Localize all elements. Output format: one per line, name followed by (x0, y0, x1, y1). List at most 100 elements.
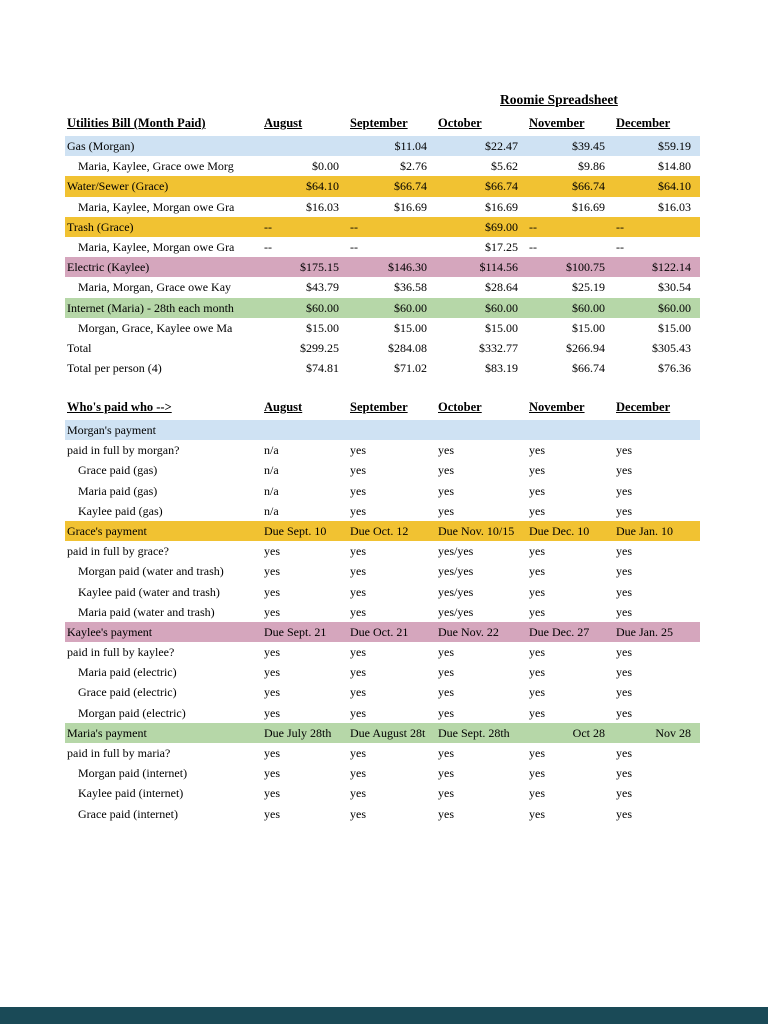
cell-value: $332.77 (479, 340, 518, 355)
table-row: Kaylee paid (gas) n/a yes yes yes yes (65, 501, 700, 521)
cell-value: $64.10 (306, 179, 339, 194)
cell-value: n/a (264, 483, 279, 498)
row-label: Grace paid (electric) (78, 685, 177, 700)
row-label: Electric (Kaylee) (67, 260, 150, 275)
table-row: paid in full by morgan? n/a yes yes yes yes (65, 440, 700, 460)
table-row: paid in full by kaylee? yes yes yes yes yes (65, 642, 700, 662)
cell-value: -- (350, 219, 358, 234)
cell-value: yes (350, 483, 366, 498)
cell-value: -- (616, 239, 624, 254)
month-header-november: November (529, 116, 585, 130)
cell-value: yes (529, 766, 545, 781)
row-label: Grace paid (gas) (78, 463, 158, 478)
cell-value: yes (350, 584, 366, 599)
cell-value: $146.30 (388, 260, 427, 275)
cell-value: $66.74 (394, 179, 427, 194)
cell-value: yes (616, 786, 632, 801)
cell-value: yes (529, 746, 545, 760)
row-label: Maria, Morgan, Grace owe Kay (78, 280, 232, 295)
row-label: Trash (Grace) (67, 219, 134, 234)
cell-value: yes (616, 806, 632, 821)
cell-value: yes (438, 483, 454, 498)
cell-value: $17.25 (485, 239, 518, 254)
row-label: Water/Sewer (Grace) (67, 179, 169, 194)
cell-value: yes (350, 645, 366, 660)
cell-value: yes (529, 604, 545, 619)
month-header-august: August (264, 400, 303, 414)
cell-value: $60.00 (658, 300, 691, 315)
cell-value (614, 420, 700, 440)
cell-value: Due Jan. 10 (616, 523, 673, 538)
row-label: Internet (Maria) - 28th each month (67, 300, 234, 315)
cell-value: yes (438, 503, 454, 518)
row-label: Kaylee's payment (67, 624, 153, 639)
payments-table: Who's paid who --> August September October… (65, 396, 700, 824)
cell-value: n/a (264, 503, 279, 518)
table-header-label: Who's paid who --> (67, 400, 172, 414)
cell-value: yes (264, 806, 280, 821)
cell-value: yes (616, 443, 632, 458)
cell-value: yes (529, 645, 545, 660)
cell-value: yes (616, 544, 632, 559)
row-label: Maria, Kaylee, Morgan owe Gra (78, 199, 235, 214)
row-label: Morgan paid (electric) (78, 705, 186, 720)
cell-value: $299.25 (300, 340, 339, 355)
cell-value: yes (264, 665, 280, 680)
cell-value: Due Jan. 25 (616, 624, 673, 639)
cell-value (436, 420, 527, 440)
cell-value: $76.36 (658, 361, 691, 376)
table-row: Maria, Kaylee, Morgan owe Gra -- -- $17.25-… (65, 237, 700, 257)
row-label: paid in full by maria? (67, 746, 171, 760)
cell-value: yes (529, 483, 545, 498)
cell-value: -- (264, 239, 272, 254)
cell-value: $66.74 (485, 179, 518, 194)
cell-value: $15.00 (306, 320, 339, 335)
cell-value: yes (350, 564, 366, 579)
table-row: Maria, Morgan, Grace owe Kay $43.79 $36.58… (65, 277, 700, 297)
cell-value: $83.19 (485, 361, 518, 376)
cell-value: $66.74 (572, 361, 605, 376)
cell-value: $100.75 (566, 260, 605, 275)
cell-value: yes (438, 746, 454, 760)
cell-value: $122.14 (652, 260, 691, 275)
table-row: Morgan paid (internet) yes yes yes yes yes (65, 763, 700, 783)
cell-value: $15.00 (485, 320, 518, 335)
table-row: Grace paid (gas) n/a yes yes yes yes (65, 460, 700, 480)
month-header-october: October (438, 116, 482, 130)
cell-value: yes (264, 584, 280, 599)
cell-value: yes (438, 806, 454, 821)
row-label: Morgan paid (water and trash) (78, 564, 224, 579)
cell-value: yes (350, 705, 366, 720)
month-header-december: December (616, 400, 671, 414)
cell-value: $0.00 (312, 159, 339, 174)
category-row: Gas (Morgan) $11.04 $22.47 $39.45 $59.19 (65, 136, 700, 157)
cell-value: yes (350, 503, 366, 518)
cell-value: $14.80 (658, 159, 691, 174)
cell-value: $2.76 (400, 159, 427, 174)
month-header-october: October (438, 400, 482, 414)
cell-value: yes (438, 685, 454, 700)
row-label: Total (67, 340, 92, 355)
cell-value: yes (616, 665, 632, 680)
cell-value: $22.47 (485, 139, 518, 153)
category-row: Kaylee's payment Due Sept. 21 Due Oct. 21 D… (65, 621, 700, 643)
cell-value: yes (616, 685, 632, 700)
cell-value: yes (264, 685, 280, 700)
cell-value: yes (438, 463, 454, 478)
row-label: Grace's payment (67, 523, 147, 538)
cell-value: yes (529, 544, 545, 559)
cell-value: yes (350, 463, 366, 478)
cell-value: yes (529, 665, 545, 680)
cell-value: $114.56 (479, 260, 518, 275)
row-label: paid in full by kaylee? (67, 645, 175, 660)
cell-value: yes (438, 645, 454, 660)
category-row: Grace's payment Due Sept. 10 Due Oct. 12 Du… (65, 520, 700, 542)
cell-value: yes (350, 746, 366, 760)
cell-value (527, 420, 614, 440)
cell-value: $16.69 (394, 199, 427, 214)
table-row: Maria, Kaylee, Grace owe Morg $0.00 $2.76 $… (65, 156, 700, 176)
category-row: Electric (Kaylee) $175.15 $146.30 $114.56 $1… (65, 257, 700, 278)
cell-value: $5.62 (491, 159, 518, 174)
table-row: Morgan paid (water and trash) yes yes yes/y… (65, 561, 700, 581)
cell-value: yes (438, 705, 454, 720)
